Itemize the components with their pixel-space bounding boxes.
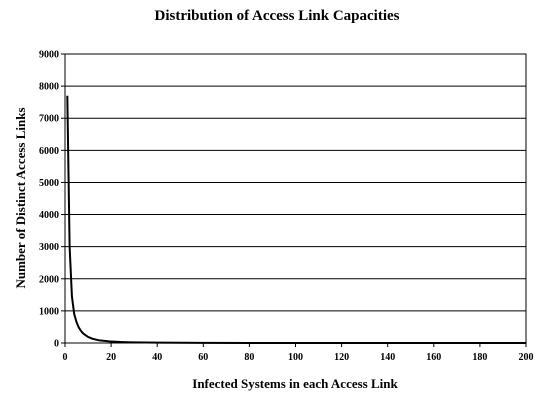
y-tick-label: 2000 [39,274,59,285]
y-tick-label: 8000 [39,82,59,93]
y-tick-label: 6000 [39,146,59,157]
x-tick-label: 0 [63,352,68,363]
x-tick-label: 200 [519,352,534,363]
x-tick-label: 120 [334,352,349,363]
x-axis-label: Infected Systems in each Access Link [192,376,398,391]
x-tick-label: 100 [288,352,303,363]
x-tick-label: 20 [106,352,116,363]
x-axis-ticks: 0 20 40 60 80 100 120 140 160 180 200 [63,343,534,363]
series-line [66,95,526,344]
y-tick-label: 3000 [39,242,59,253]
y-tick-label: 5000 [39,178,59,189]
y-tick-label: 9000 [39,50,59,61]
y-tick-label: 4000 [39,210,59,221]
plot-frame [64,53,527,344]
y-tick-label: 1000 [39,306,59,317]
gridlines [65,53,526,344]
x-tick-label: 60 [198,352,208,363]
y-tick-label: 0 [54,339,59,350]
y-tick-label: 7000 [39,114,59,125]
x-tick-label: 160 [426,352,441,363]
y-axis-label: Number of Distinct Access Links [13,107,28,288]
series-group [66,95,526,344]
x-tick-label: 40 [152,352,162,363]
x-tick-label: 140 [380,352,395,363]
y-axis-ticks: 0 1000 2000 3000 4000 5000 6000 7000 8000 9000 [39,50,65,350]
chart-title: Distribution of Access Link Capacities [154,8,399,24]
x-tick-label: 180 [472,352,487,363]
x-tick-label: 80 [244,352,254,363]
